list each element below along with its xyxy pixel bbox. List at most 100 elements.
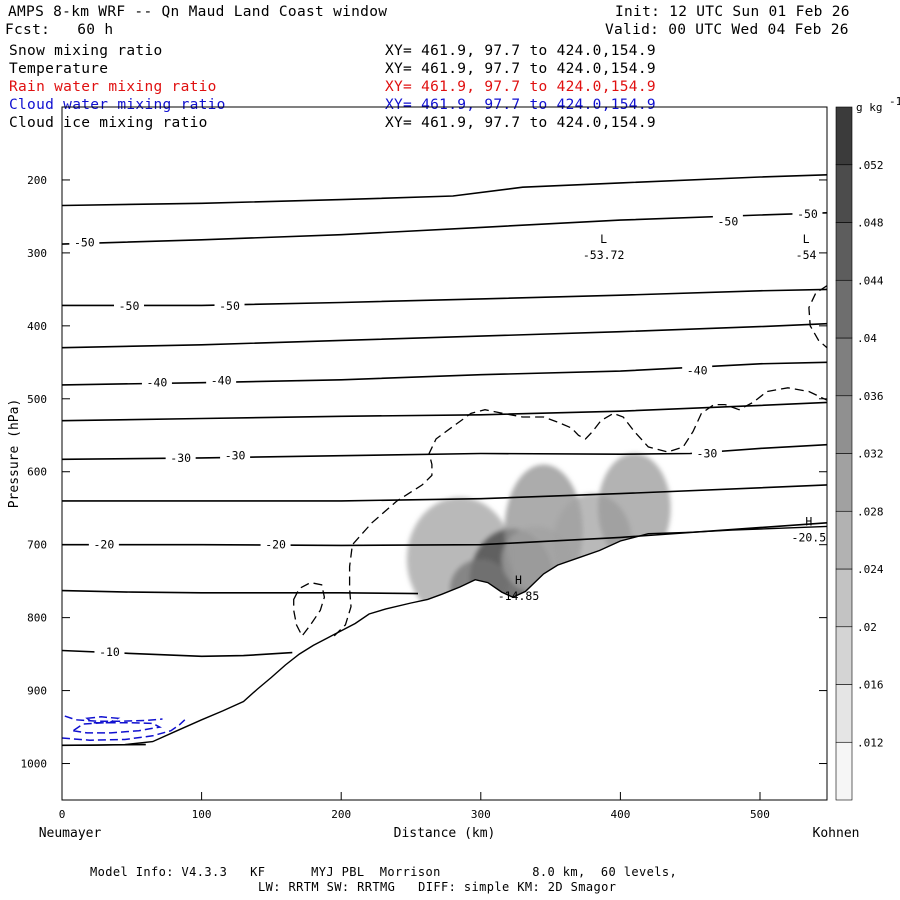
isotherm-label-bg-10 (691, 446, 722, 461)
legend-name-rain: Rain water mixing ratio (9, 79, 217, 95)
cloud-ice-contour-right (808, 285, 827, 349)
isotherm-label-bg-1 (114, 299, 145, 314)
isotherm-label-bg-2 (214, 299, 245, 314)
terrain-line (62, 525, 827, 746)
cloud-water-contour-2 (62, 719, 186, 741)
x-tick-label-5: 500 (750, 808, 770, 821)
isotherm-label-2: -50 (219, 299, 240, 313)
y-tick-label-8: 1000 (21, 758, 48, 771)
isotherm-8 (62, 322, 827, 349)
x-tick-label-3: 300 (471, 808, 491, 821)
legend-xy-temperature: XY= 461.9, 97.7 to 424.0,154.9 (385, 61, 656, 77)
x-tick-label-4: 400 (610, 808, 630, 821)
cloud-ice-contour-small (293, 581, 326, 638)
legend-name-cloud-ice: Cloud ice mixing ratio (9, 115, 208, 131)
isotherm-label-bg-6 (206, 373, 237, 388)
colorbar-tick-label-4: .028 (857, 505, 884, 518)
isotherm-label-bg-0 (69, 235, 100, 250)
isotherm-label-5: -40 (147, 376, 168, 390)
x-axis-label: Distance (km) (394, 826, 496, 841)
isotherm-label-bg-8 (165, 450, 196, 465)
valid-time: Valid: 00 UTC Wed 04 Feb 26 (605, 22, 849, 38)
y-tick-label-0: 200 (27, 174, 47, 187)
isotherm-label-6: -40 (211, 374, 232, 388)
colorbar-tick-label-10: .052 (857, 159, 884, 172)
extremum-value-3: -14.85 (498, 589, 540, 603)
cloud-water-contour-0 (64, 715, 163, 722)
isotherm-label-9: -30 (225, 449, 246, 463)
y-tick-label-1: 300 (27, 247, 47, 260)
model-info-line2: LW: RRTM SW: RRTMG DIFF: simple KM: 2D S… (258, 880, 617, 894)
colorbar-swatch-9 (835, 222, 853, 281)
colorbar-unit: g kg (856, 101, 883, 114)
y-tick-label-6: 800 (27, 612, 47, 625)
legend-name-cloud-water: Cloud water mixing ratio (9, 97, 226, 113)
cloud-ice-contour-main (333, 387, 827, 637)
y-tick-label-7: 900 (27, 685, 47, 698)
extremum-kind-2: H (805, 515, 812, 529)
colorbar-tick-label-8: .044 (857, 274, 884, 287)
y-tick-label-2: 400 (27, 320, 47, 333)
legend-name-temperature: Temperature (9, 61, 109, 77)
isotherm-label-3: -50 (717, 215, 738, 229)
extremum-kind-0: L (600, 232, 607, 246)
colorbar-swatch-11 (835, 106, 853, 166)
legend-xy-cloud-water: XY= 461.9, 97.7 to 424.0,154.9 (385, 97, 656, 113)
isotherm-3 (62, 522, 827, 547)
cloud-ice-contours (293, 285, 827, 638)
y-tick-label-4: 600 (27, 466, 47, 479)
colorbar-tick-label-5: .032 (857, 448, 884, 461)
isotherm-6 (62, 401, 827, 422)
init-time: Init: 12 UTC Sun 01 Feb 26 (615, 4, 850, 20)
isotherm-label-bg-13 (94, 644, 125, 659)
isotherm-2 (62, 589, 419, 595)
isotherm-label-7: -40 (687, 363, 708, 377)
legend-name-snow: Snow mixing ratio (9, 43, 163, 59)
isotherm-label-1: -50 (119, 299, 140, 313)
isotherm-label-bg-7 (682, 363, 713, 378)
isotherm-9 (62, 288, 827, 307)
isotherm-label-8: -30 (170, 451, 191, 465)
contour-labels: -50 -50 -50 -50 -50 -40 -40 -40 -30 -30 -30 -20 -20 -… (69, 207, 826, 659)
colorbar-tick-label-3: .024 (857, 563, 884, 576)
colorbar-swatch-8 (835, 279, 853, 339)
isotherm-10 (62, 212, 827, 245)
legend-xy-rain: XY= 461.9, 97.7 to 424.0,154.9 (385, 79, 656, 95)
colorbar-tick-label-9: .048 (857, 217, 884, 230)
colorbar-swatch-7 (835, 337, 853, 397)
isotherm-label-bg-12 (260, 537, 291, 552)
isotherm-label-12: -20 (265, 538, 286, 552)
colorbar-swatch-4 (835, 510, 853, 570)
colorbar-tick-label-6: .036 (857, 390, 884, 403)
isotherm-label-4: -50 (797, 207, 818, 221)
left-endpoint-label: Neumayer (39, 826, 102, 841)
extremum-kind-3: H (515, 573, 522, 587)
isotherm-7 (62, 361, 827, 386)
model-info-line1: Model Info: V4.3.3 KF MYJ PBL Morrison 8… (90, 865, 678, 879)
isotherm-label-bg-5 (141, 375, 172, 390)
colorbar-swatch-10 (835, 164, 853, 223)
isotherm-label-bg-9 (220, 448, 251, 463)
terrain-fill (62, 526, 827, 800)
isotherm-label-11: -20 (93, 538, 114, 552)
colorbar-swatch-5 (835, 453, 853, 512)
forecast-hour: Fcst: 60 h (5, 22, 114, 38)
x-tick-label-1: 100 (192, 808, 212, 821)
colorbar-tick-label-7: .04 (857, 332, 877, 345)
isotherm-label-13: -10 (99, 645, 120, 659)
colorbar-swatch-2 (835, 626, 853, 685)
y-axis-label: Pressure (hPa) (7, 399, 22, 509)
x-tick-label-2: 200 (331, 808, 351, 821)
colorbar: .012 .016 .02 .024 .028 .032 .036 .04 .044 .048 .0… (835, 95, 900, 801)
extremum-value-0: -53.72 (583, 248, 625, 262)
colorbar-tick-label-1: .016 (857, 679, 884, 692)
x-tick-label-0: 0 (59, 808, 66, 821)
right-endpoint-label: Kohnen (813, 826, 860, 841)
isotherm-label-0: -50 (74, 236, 95, 250)
isotherm-0 (62, 743, 146, 747)
colorbar-swatch-6 (835, 395, 853, 454)
extremum-value-2: -20.5 (792, 531, 827, 545)
isotherm-4 (62, 484, 827, 502)
y-tick-label-3: 500 (27, 393, 47, 406)
